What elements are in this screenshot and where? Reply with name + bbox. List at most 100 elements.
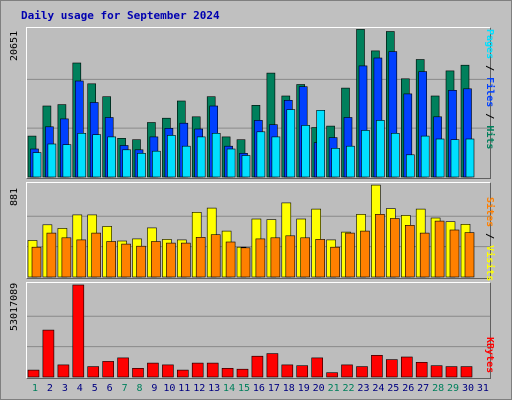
kbytes-bar bbox=[27, 369, 40, 378]
pages-bar bbox=[271, 136, 281, 178]
day-label: 22 bbox=[342, 383, 355, 394]
day-label: 19 bbox=[297, 383, 310, 394]
pages-bar bbox=[346, 145, 355, 178]
kbytes-bar bbox=[385, 359, 398, 378]
kbytes-bar bbox=[87, 366, 99, 378]
pages-bar bbox=[286, 109, 296, 178]
sites-bar bbox=[255, 238, 266, 278]
sites-bar bbox=[240, 247, 251, 278]
day-label: 12 bbox=[193, 383, 206, 394]
sites-bar bbox=[151, 241, 161, 278]
day-label: 27 bbox=[417, 383, 430, 394]
day-label: 21 bbox=[327, 383, 340, 394]
pages-bar bbox=[390, 133, 400, 178]
sites-bar bbox=[76, 239, 87, 278]
pages-bar bbox=[137, 153, 146, 178]
day-label: 4 bbox=[76, 383, 83, 394]
sites-bar bbox=[315, 239, 326, 278]
sites-bar bbox=[285, 235, 296, 278]
kbytes-bar bbox=[102, 361, 114, 378]
sites-bar bbox=[225, 241, 236, 278]
kbytes-bar bbox=[371, 354, 383, 378]
kbytes-bar bbox=[251, 355, 264, 378]
day-label: 30 bbox=[461, 383, 474, 394]
day-label: 31 bbox=[476, 383, 489, 394]
sites-bar bbox=[345, 232, 355, 278]
pages-bar bbox=[405, 154, 415, 178]
day-label: 11 bbox=[178, 383, 191, 394]
day-label: 15 bbox=[237, 383, 251, 394]
day-label: 25 bbox=[387, 383, 400, 394]
day-label: 14 bbox=[223, 383, 236, 394]
pages-bar bbox=[256, 131, 266, 178]
kbytes-bar bbox=[460, 366, 473, 378]
kbytes-bar bbox=[57, 364, 70, 378]
pages-bar bbox=[92, 134, 101, 178]
day-label: 17 bbox=[267, 383, 280, 394]
day-label: 8 bbox=[136, 383, 143, 394]
day-axis: 1 2 3 4 5 6 7 8 9 10 11 12 13 14 15 16 17 18 19 20 21 22 23 24 2… bbox=[1, 383, 512, 397]
sites-bar bbox=[210, 234, 221, 278]
pages-bar bbox=[182, 145, 191, 178]
pages-bar bbox=[47, 143, 57, 178]
pages-bar bbox=[435, 138, 445, 178]
kbytes-bar bbox=[147, 362, 159, 378]
sites-bar bbox=[464, 232, 475, 278]
kbytes-bar bbox=[326, 372, 338, 378]
pages-bar bbox=[62, 144, 72, 178]
kbytes-bar bbox=[415, 361, 428, 378]
kbytes-bar bbox=[281, 364, 294, 378]
sites-bar bbox=[449, 229, 460, 278]
kbytes-bar bbox=[400, 356, 413, 378]
pages-bar bbox=[450, 139, 460, 178]
pages-bar bbox=[226, 148, 236, 178]
sites-bar bbox=[31, 246, 42, 278]
pages-bar bbox=[167, 135, 176, 178]
kbytes-bar bbox=[177, 369, 189, 378]
day-label: 5 bbox=[91, 383, 98, 394]
sites-bar bbox=[166, 242, 176, 278]
day-label: 9 bbox=[151, 383, 158, 394]
day-label: 26 bbox=[402, 383, 415, 394]
pages-bar bbox=[196, 136, 206, 178]
chart-title: Daily usage for September 2024 bbox=[21, 9, 220, 22]
sites-bar bbox=[300, 237, 311, 278]
pages-bar bbox=[32, 152, 42, 178]
sites-bar bbox=[270, 237, 281, 278]
kbytes-bar bbox=[206, 362, 219, 378]
kbytes-bar bbox=[341, 364, 353, 378]
sites-bar bbox=[195, 237, 206, 278]
sites-bar bbox=[375, 214, 385, 278]
sites-bar bbox=[136, 245, 146, 278]
kbytes-bar bbox=[191, 362, 204, 378]
kbytes-bar bbox=[296, 365, 309, 378]
kbytes-bar bbox=[236, 368, 249, 378]
sites-bar bbox=[330, 246, 340, 278]
pages-bar bbox=[107, 136, 116, 178]
day-label: 16 bbox=[252, 383, 265, 394]
sites-bar bbox=[106, 241, 116, 278]
sites-bar bbox=[91, 232, 101, 278]
pages-bar bbox=[241, 155, 251, 178]
kbytes-bar bbox=[132, 367, 144, 378]
pages-bar bbox=[420, 135, 430, 178]
sites-bar bbox=[360, 230, 370, 278]
kbytes-bar bbox=[221, 367, 234, 378]
pages-bar bbox=[152, 150, 161, 178]
kbytes-bar bbox=[72, 284, 85, 378]
day-label: 13 bbox=[208, 383, 221, 394]
sites-bar bbox=[181, 242, 191, 278]
pages-bar bbox=[77, 133, 87, 178]
day-label: 24 bbox=[372, 383, 385, 394]
sites-bar bbox=[121, 243, 131, 278]
pages-bar bbox=[316, 110, 326, 178]
sites-bar bbox=[389, 218, 400, 278]
sites-bar bbox=[404, 225, 415, 278]
pages-bar bbox=[122, 149, 131, 178]
kbytes-bar bbox=[311, 357, 324, 378]
day-label: 29 bbox=[447, 383, 460, 394]
day-label: 3 bbox=[61, 383, 68, 394]
day-label: 6 bbox=[106, 383, 113, 394]
sites-bar bbox=[46, 232, 57, 278]
